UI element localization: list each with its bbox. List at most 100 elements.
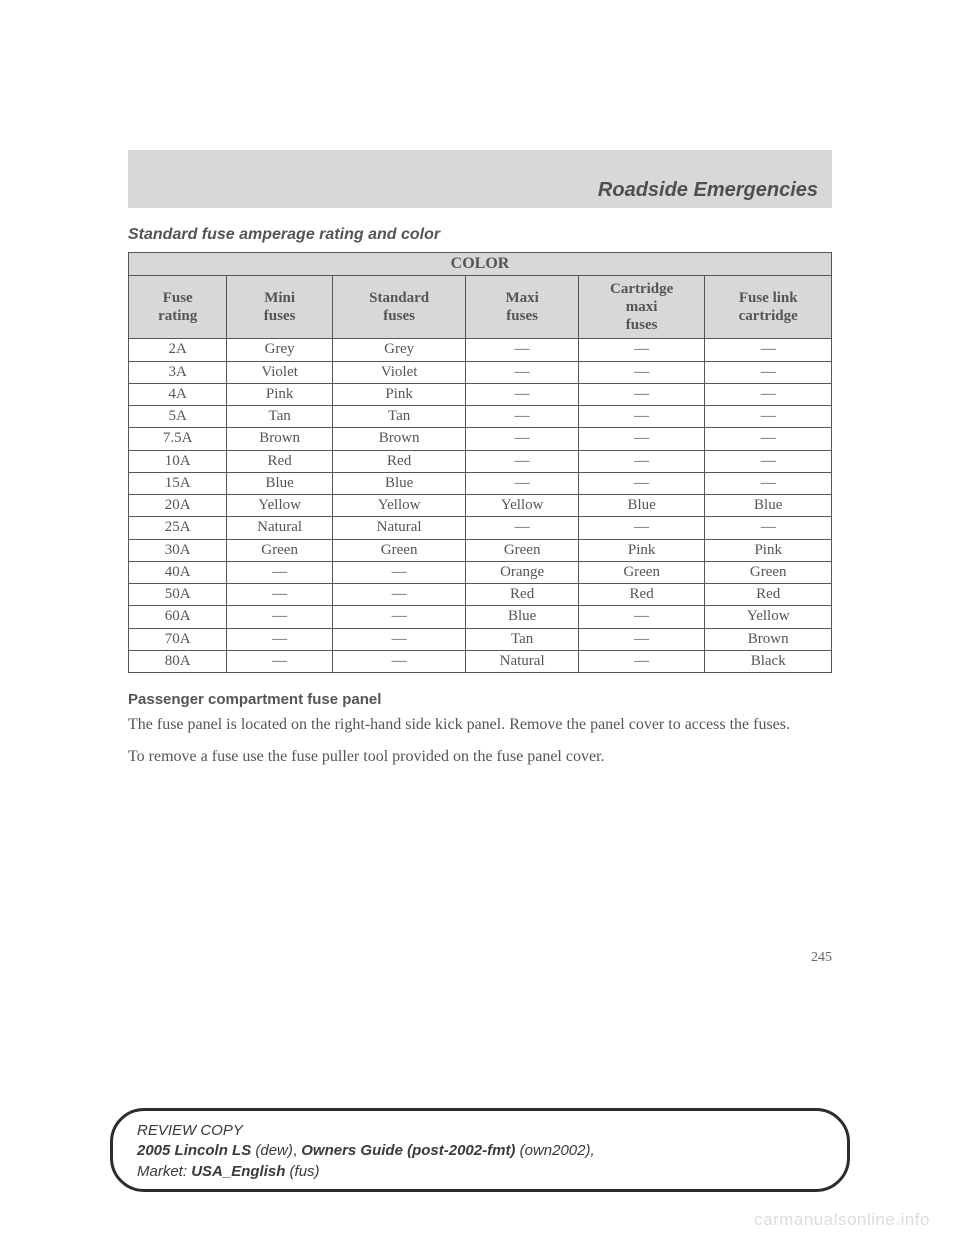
table-cell: 15A xyxy=(129,472,227,494)
table-row: 70A——Tan—Brown xyxy=(129,628,832,650)
table-cell: — xyxy=(705,428,832,450)
table-row: 7.5ABrownBrown——— xyxy=(129,428,832,450)
table-cell: — xyxy=(578,517,705,539)
table-cell: 3A xyxy=(129,361,227,383)
table-cell: Green xyxy=(578,561,705,583)
body-paragraph-2: To remove a fuse use the fuse puller too… xyxy=(128,746,832,768)
table-row: 40A——OrangeGreenGreen xyxy=(129,561,832,583)
table-cell: — xyxy=(578,628,705,650)
table-cell: Yellow xyxy=(466,495,578,517)
table-cell: — xyxy=(227,650,332,672)
table-cell: — xyxy=(227,584,332,606)
table-row: 15ABlueBlue——— xyxy=(129,472,832,494)
footer-market: USA_English xyxy=(191,1163,289,1180)
watermark: carmanualsonline.info xyxy=(754,1210,930,1230)
table-cell: — xyxy=(705,383,832,405)
table-cell: Yellow xyxy=(705,606,832,628)
table-row: 20AYellowYellowYellowBlueBlue xyxy=(129,495,832,517)
table-cell: — xyxy=(227,606,332,628)
table-cell: Red xyxy=(578,584,705,606)
section-header-title: Roadside Emergencies xyxy=(598,179,818,202)
footer-own: (own2002), xyxy=(520,1142,595,1159)
table-cell: — xyxy=(466,517,578,539)
table-row: 50A——RedRedRed xyxy=(129,584,832,606)
th-fuse-rating: Fuserating xyxy=(129,276,227,339)
table-cell: Pink xyxy=(578,539,705,561)
table-cell: 20A xyxy=(129,495,227,517)
table-cell: 30A xyxy=(129,539,227,561)
table-cell: Red xyxy=(466,584,578,606)
footer-line-3: Market: USA_English (fus) xyxy=(137,1162,823,1182)
table-cell: 50A xyxy=(129,584,227,606)
table-row: 60A——Blue—Yellow xyxy=(129,606,832,628)
table-cell: Yellow xyxy=(227,495,332,517)
table-cell: 40A xyxy=(129,561,227,583)
table-cell: 80A xyxy=(129,650,227,672)
table-cell: — xyxy=(332,650,466,672)
table-cell: 70A xyxy=(129,628,227,650)
table-cell: — xyxy=(578,606,705,628)
table-cell: — xyxy=(705,339,832,361)
table-cell: — xyxy=(466,472,578,494)
th-cartridge-maxi: Cartridgemaxifuses xyxy=(578,276,705,339)
table-cell: Blue xyxy=(705,495,832,517)
table-cell: — xyxy=(578,472,705,494)
table-row: 3AVioletViolet——— xyxy=(129,361,832,383)
table-cell: — xyxy=(705,406,832,428)
fuse-color-table: COLOR Fuserating Minifuses Standardfuses… xyxy=(128,252,832,673)
table-cell: Brown xyxy=(332,428,466,450)
table-cell: Black xyxy=(705,650,832,672)
table-cell: Pink xyxy=(705,539,832,561)
footer-line-2: 2005 Lincoln LS (dew), Owners Guide (pos… xyxy=(137,1141,823,1161)
table-cell: Violet xyxy=(227,361,332,383)
table-cell: Pink xyxy=(227,383,332,405)
footer-model: 2005 Lincoln LS xyxy=(137,1142,255,1159)
table-cell: — xyxy=(578,650,705,672)
table-cell: 5A xyxy=(129,406,227,428)
table-cell: 10A xyxy=(129,450,227,472)
table-cell: — xyxy=(705,450,832,472)
table-row: 10ARedRed——— xyxy=(129,450,832,472)
table-cell: Red xyxy=(332,450,466,472)
table-cell: Brown xyxy=(705,628,832,650)
table-row: 5ATanTan——— xyxy=(129,406,832,428)
body-paragraph-1: The fuse panel is located on the right-h… xyxy=(128,714,832,736)
table-cell: Green xyxy=(705,561,832,583)
table-cell: Tan xyxy=(466,628,578,650)
section-header-bar: Roadside Emergencies xyxy=(128,150,832,208)
table-cell: Brown xyxy=(227,428,332,450)
page-number: 245 xyxy=(811,950,832,966)
section-title: Passenger compartment fuse panel xyxy=(128,691,832,708)
table-cell: Grey xyxy=(227,339,332,361)
table-cell: 2A xyxy=(129,339,227,361)
table-cell: — xyxy=(578,428,705,450)
footer-fus: (fus) xyxy=(290,1163,320,1180)
table-cell: 4A xyxy=(129,383,227,405)
table-cell: — xyxy=(578,383,705,405)
table-cell: — xyxy=(578,361,705,383)
footer-line-1: REVIEW COPY xyxy=(137,1121,823,1141)
table-top-header-row: COLOR xyxy=(129,253,832,276)
table-cell: Red xyxy=(705,584,832,606)
table-cell: Blue xyxy=(578,495,705,517)
table-cell: — xyxy=(578,406,705,428)
table-cell: — xyxy=(466,361,578,383)
table-cell: — xyxy=(705,361,832,383)
table-cell: — xyxy=(227,561,332,583)
table-cell: Blue xyxy=(332,472,466,494)
table-row: 30AGreenGreenGreenPinkPink xyxy=(129,539,832,561)
table-cell: — xyxy=(466,339,578,361)
footer-dew: (dew) xyxy=(255,1142,293,1159)
table-cell: — xyxy=(332,628,466,650)
footer-comma1: , xyxy=(293,1142,301,1159)
table-cell: Natural xyxy=(227,517,332,539)
table-cell: — xyxy=(466,450,578,472)
table-cell: Yellow xyxy=(332,495,466,517)
table-cell: — xyxy=(578,450,705,472)
table-cell: Orange xyxy=(466,561,578,583)
table-cell: Green xyxy=(227,539,332,561)
table-cell: Green xyxy=(332,539,466,561)
footer-guide: Owners Guide (post-2002-fmt) xyxy=(301,1142,519,1159)
table-cell: Grey xyxy=(332,339,466,361)
table-cell: Blue xyxy=(227,472,332,494)
